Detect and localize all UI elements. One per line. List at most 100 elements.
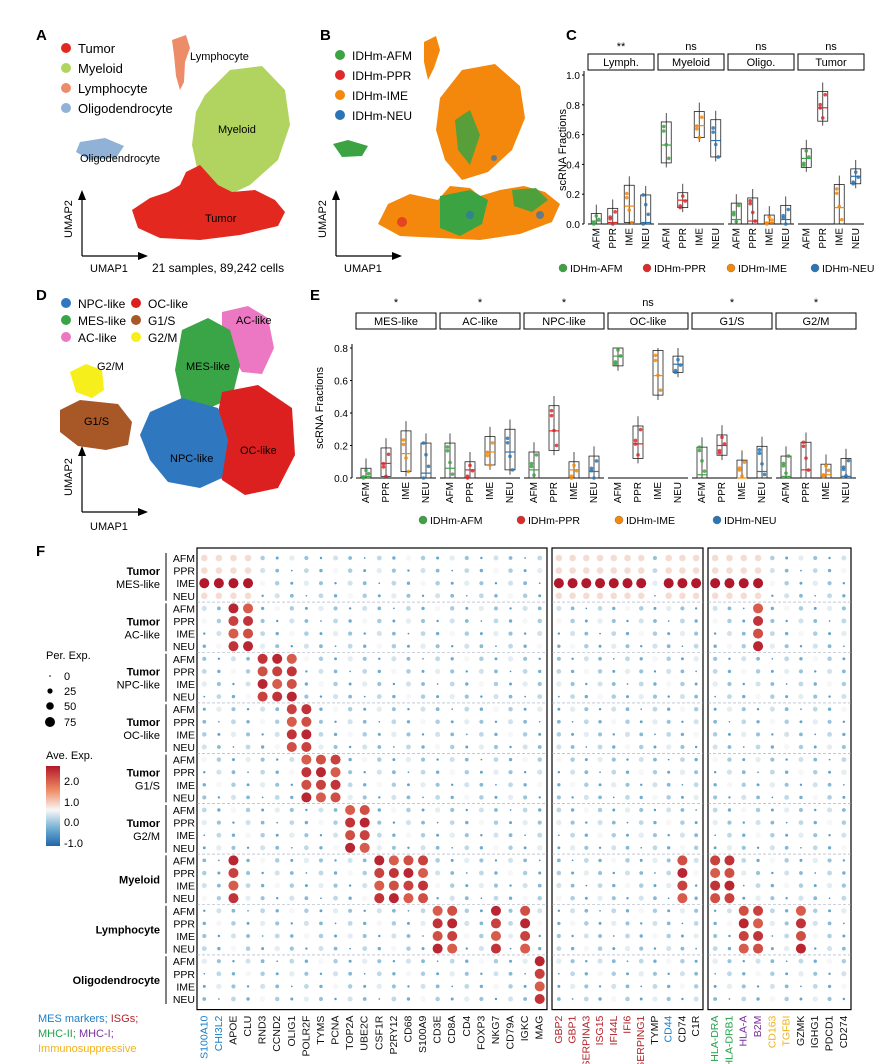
group-label-line2: OC-like	[123, 730, 160, 742]
dotplot-dot	[420, 845, 426, 851]
dotplot-dot	[569, 781, 576, 788]
dotplot-dot	[680, 946, 685, 951]
dotplot-dot	[842, 859, 846, 862]
dotplot-dot	[771, 594, 774, 598]
dotplot-dot	[841, 832, 847, 838]
box-point	[424, 452, 428, 457]
dotplot-dot	[333, 871, 338, 875]
dotplot-dot	[813, 884, 817, 888]
dotplot-dot	[245, 681, 251, 687]
xtick-label: PPR	[818, 228, 829, 249]
dotplot-dot	[216, 883, 221, 888]
dotplot-dot	[231, 694, 236, 699]
dotplot-dot	[333, 618, 338, 624]
dotplot-dot	[244, 554, 252, 562]
dotplot-dot	[652, 996, 658, 1002]
umap-b-xlab: UMAP1	[344, 263, 382, 275]
dotplot-dot	[201, 605, 207, 611]
cluster-label-mes: MES-like	[186, 361, 230, 373]
dotplot-dot	[447, 943, 458, 954]
facet-strip	[587, 53, 655, 71]
box-point	[529, 461, 534, 466]
dotplot-dot	[585, 884, 588, 887]
dotplot-dot	[215, 554, 223, 562]
dotplot-dot	[756, 720, 760, 724]
dotplot-dot	[625, 707, 630, 712]
dotplot-dot	[556, 819, 562, 826]
dotplot-dot	[449, 832, 455, 838]
dotplot-dot	[493, 744, 499, 750]
dotplot-dot	[612, 745, 616, 749]
row-label: IME	[176, 830, 195, 842]
dotplot-dot	[245, 946, 251, 951]
dotplot-dot	[654, 872, 656, 874]
dotplot-dot	[202, 719, 207, 724]
dotplot-dot	[812, 568, 818, 574]
dotplot-dot	[784, 593, 790, 599]
dotplot-dot	[742, 607, 745, 610]
dotplot-dot	[215, 567, 223, 574]
dotplot-dot	[584, 707, 589, 712]
dotplot-dot	[756, 997, 760, 1001]
dotplot-dot	[286, 691, 297, 702]
dotplot-dot	[290, 997, 294, 1001]
legend-dot	[614, 515, 624, 525]
dotplot-dot	[712, 732, 718, 737]
dotplot-dot	[583, 592, 590, 600]
panel-c-yticks: 0.00.20.40.60.81.0	[566, 71, 585, 231]
dotplot-dot	[812, 794, 819, 801]
legend-g2m: G2/M	[148, 331, 177, 345]
xtick-label: AFM	[781, 482, 792, 503]
row-label: NEU	[173, 792, 195, 804]
box-point	[742, 460, 747, 464]
dotplot-dot	[421, 669, 425, 673]
dotplot-dot	[653, 820, 657, 825]
dotplot-dot	[753, 943, 764, 954]
dotplot-dot	[585, 746, 588, 748]
dotplot-dot	[753, 603, 764, 614]
dotplot-dot	[555, 567, 563, 574]
gene-label: HLA-DRA	[709, 1016, 721, 1062]
dotplot-dot	[376, 694, 382, 700]
dotplot-dot	[403, 880, 414, 891]
dotplot-dot	[465, 745, 469, 749]
dotplot-dot	[362, 581, 367, 586]
dotplot-dot	[201, 756, 208, 763]
dotplot-dot	[407, 846, 410, 850]
box	[444, 442, 456, 479]
dotplot-dot	[783, 945, 790, 952]
dotplot-dot	[679, 630, 686, 637]
facet-significance: ns	[642, 297, 654, 309]
dotplot-dot	[584, 782, 589, 788]
dotplot-dot	[612, 657, 615, 660]
dotplot-dot	[377, 669, 381, 674]
box-point	[591, 221, 596, 225]
dotplot-dot	[784, 580, 789, 586]
dotplot-dot	[610, 592, 618, 600]
legend-immuno: Immunosuppressive	[38, 1043, 136, 1055]
gene-label: SERPINA3	[580, 1015, 592, 1064]
dotplot-dot	[202, 783, 206, 787]
dotplot-dot	[275, 644, 280, 649]
dotplot-dot	[289, 971, 295, 977]
dotplot-dot	[598, 707, 602, 711]
dotplot-dot	[640, 783, 643, 787]
dotplot-dot	[260, 568, 266, 574]
umap-d-ylab: UMAP2	[63, 458, 75, 496]
dotplot-dot	[479, 933, 484, 939]
dotplot-dot	[713, 632, 717, 635]
dotplot-dot	[257, 653, 268, 664]
dotplot-dot	[435, 996, 440, 1002]
dotplot-dot	[420, 971, 426, 977]
dotplot-dot	[479, 770, 483, 774]
dotplot-dot	[406, 934, 411, 938]
row-label: AFM	[173, 755, 195, 767]
dotplot-dot	[813, 959, 817, 963]
dotplot-dot	[478, 819, 485, 826]
box-point	[510, 468, 515, 472]
dotplot-dot	[257, 691, 268, 702]
dotplot-dot	[537, 618, 542, 624]
dotplot-block-frame	[707, 547, 852, 1011]
row-label: IME	[176, 881, 195, 893]
dotplot-dot	[727, 694, 732, 700]
